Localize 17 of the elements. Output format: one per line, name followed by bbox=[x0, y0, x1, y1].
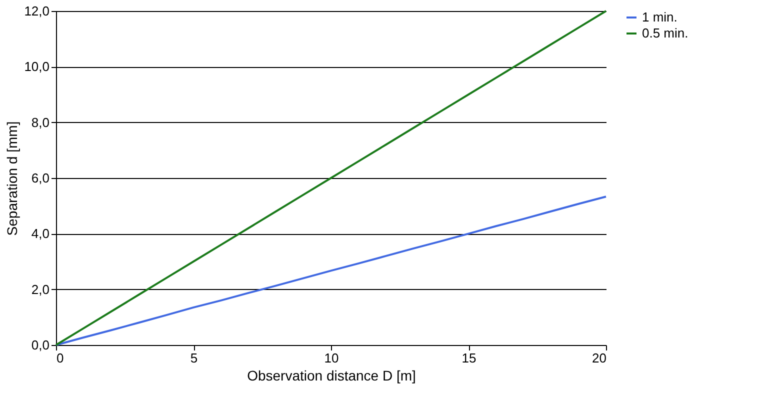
x-tick-label: 15 bbox=[462, 350, 476, 366]
legend-label: 0.5 min. bbox=[642, 26, 688, 40]
line-series bbox=[55, 196, 607, 346]
x-tick-label: 20 bbox=[592, 350, 606, 366]
y-tick-label: 4,0 bbox=[31, 226, 50, 242]
y-tick-label: 0,0 bbox=[31, 338, 50, 352]
x-axis-title: Observation distance D [m] bbox=[247, 368, 416, 384]
y-tick-label: 8,0 bbox=[31, 114, 50, 130]
x-tick-label: 5 bbox=[190, 350, 198, 366]
y-tick-label: 6,0 bbox=[31, 170, 50, 186]
legend-label: 1 min. bbox=[642, 10, 678, 24]
y-tick-label: 2,0 bbox=[31, 282, 50, 297]
y-tick-label: 12,0 bbox=[24, 4, 50, 18]
y-axis-title: Separation d [mm] bbox=[4, 121, 20, 236]
x-tick-label: 0 bbox=[56, 350, 64, 366]
y-tick-label: 10,0 bbox=[24, 59, 50, 74]
x-tick-label: 10 bbox=[324, 350, 339, 366]
